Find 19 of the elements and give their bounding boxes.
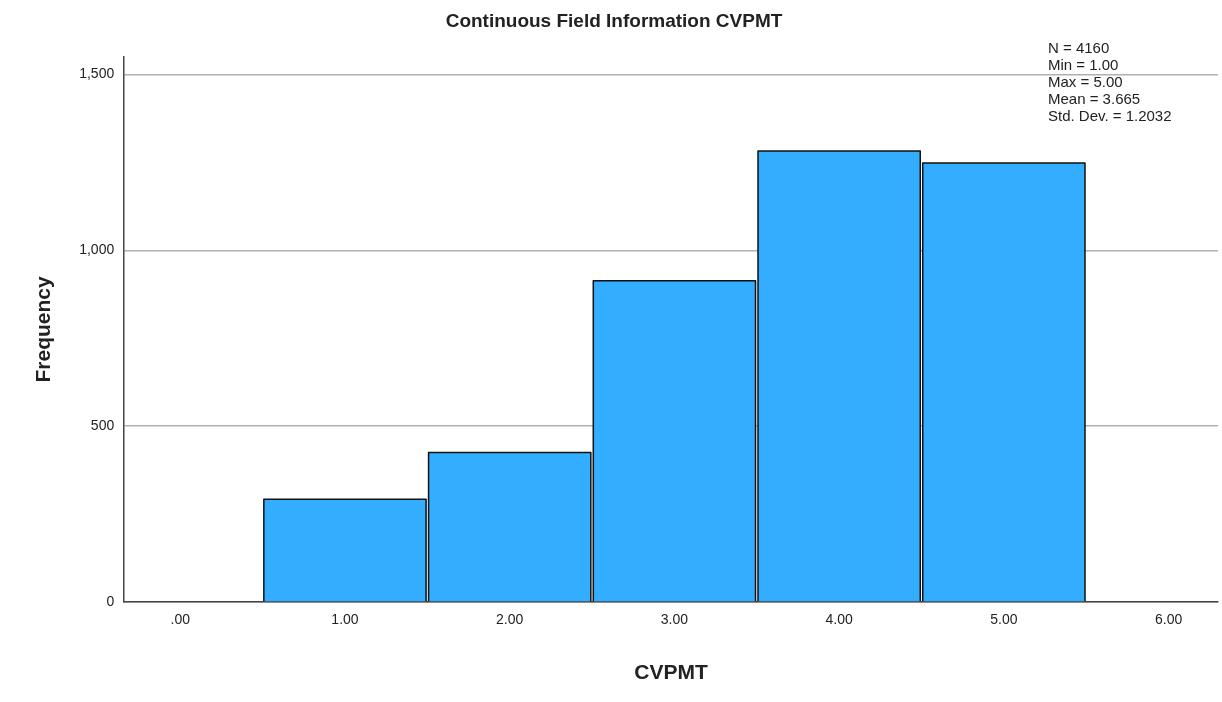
x-tick-label: 3.00 (660, 611, 689, 628)
annotation: Min = 1.00 (1048, 56, 1119, 74)
y-tick-label: 1,500 (79, 65, 115, 82)
x-tick-label: 1.00 (331, 611, 359, 628)
x-tick-label: 4.00 (825, 611, 853, 628)
x-tick-label: 5.00 (990, 611, 1018, 628)
text: N = 4160 (1048, 39, 1110, 57)
x-tick-label: .00 (170, 611, 191, 628)
x-tick-label: 2.00 (496, 611, 524, 628)
x-tick-label: 6.00 (1154, 611, 1183, 628)
chart-title: Continuous Field Information CVPMT (445, 9, 783, 31)
y-tick-label: 1,000 (79, 241, 115, 258)
annotation: Mean = 3.665 (1048, 90, 1141, 108)
annotation: Std. Dev. = 1.2032 (1048, 107, 1172, 125)
x-axis-title: CVPMT (634, 660, 709, 684)
annotation: Max = 5.00 (1048, 73, 1123, 91)
y-tick-label: 0 (106, 592, 115, 609)
y-axis-title: Frequency (31, 275, 55, 383)
y-tick-label: 500 (90, 416, 115, 433)
